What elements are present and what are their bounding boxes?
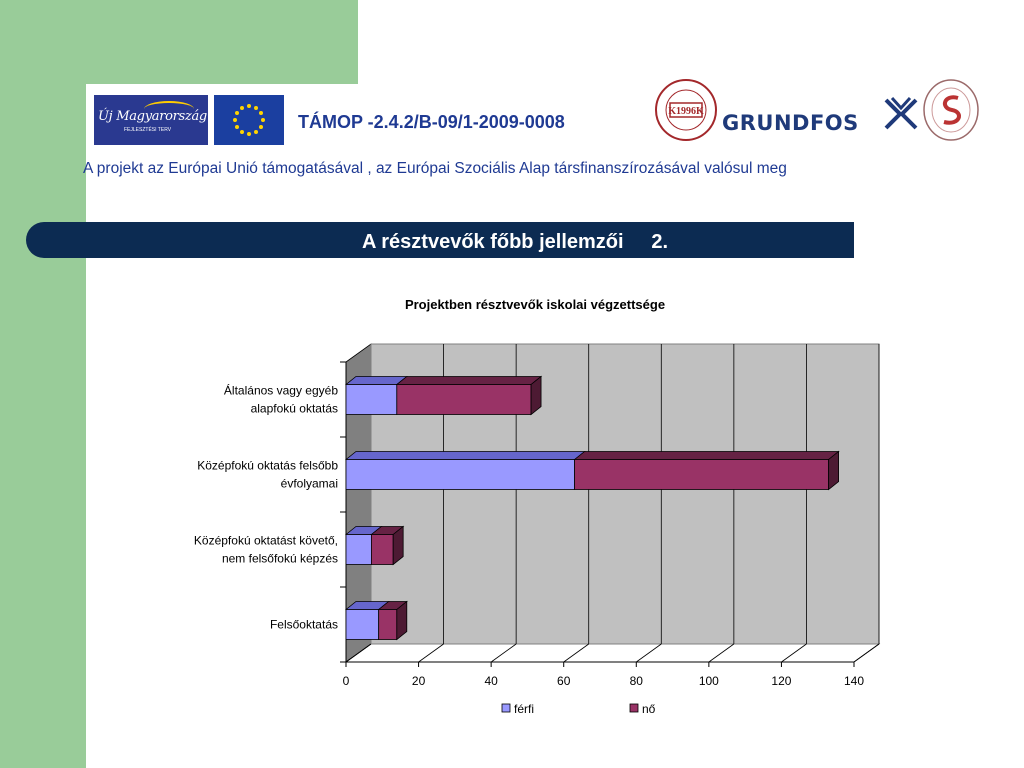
grundfos-x-icon — [884, 96, 918, 130]
bar — [370, 534, 394, 565]
x-tick-label: 120 — [771, 674, 791, 688]
eu-flag-logo — [214, 95, 284, 145]
floor-grid-line — [636, 643, 662, 663]
kamara-seal-logo — [923, 79, 979, 141]
floor-grid-line — [563, 643, 589, 663]
floor-grid-line — [490, 643, 517, 663]
bar-side — [392, 525, 404, 566]
bar-side — [530, 375, 542, 416]
x-tick-label: 100 — [699, 674, 719, 688]
bar-top — [395, 376, 543, 385]
bar — [345, 534, 372, 565]
konzorcium-logo: K1996K — [655, 79, 717, 141]
bar-top — [344, 451, 586, 460]
title-banner — [26, 222, 854, 258]
bar — [396, 384, 532, 415]
legend-label: nő — [642, 702, 656, 716]
x-tick-label: 80 — [630, 674, 644, 688]
green-side-band — [0, 0, 86, 768]
bar — [574, 459, 830, 490]
x-tick-label: 0 — [343, 674, 350, 688]
project-code: TÁMOP -2.4.2/B-09/1-2009-0008 — [298, 112, 565, 132]
legend-swatch — [629, 703, 639, 713]
bar — [378, 609, 398, 640]
chart-floor — [344, 643, 881, 663]
category-label: Felsőoktatás — [270, 618, 338, 632]
floor-grid-line — [418, 643, 444, 663]
bar-top — [573, 451, 840, 460]
category-label: Középfokú oktatást követő, nem felsőfokú … — [194, 534, 338, 566]
logo-arc — [144, 101, 194, 117]
bar — [345, 459, 576, 490]
legend-label: férfi — [514, 702, 534, 716]
logo-subtext: FEJLESZTÉSI TERV — [124, 127, 172, 133]
bar — [345, 609, 380, 640]
bar-side — [828, 450, 839, 491]
uj-magyarorszag-logo: Új Magyarország FEJLESZTÉSI TERV — [94, 95, 208, 145]
chart-back-wall — [370, 343, 880, 645]
grundfos-logo: GRUNDFOS — [722, 111, 859, 135]
chart-title: Projektben résztvevők iskolai végzettség… — [405, 297, 665, 312]
x-tick-label: 20 — [412, 674, 426, 688]
legend-swatch — [501, 703, 511, 713]
floor-grid-line — [853, 643, 880, 663]
floor-grid-line — [345, 643, 372, 663]
floor-grid-line — [708, 643, 735, 663]
x-tick-label: 40 — [484, 674, 498, 688]
svg-text:K1996K: K1996K — [668, 106, 704, 117]
bar — [345, 384, 398, 415]
floor-grid-line — [781, 643, 807, 663]
slide-title: A résztvevők főbb jellemzői 2. — [362, 231, 669, 253]
logo-text: Új Magyarország — [98, 109, 207, 124]
x-tick-label: 60 — [557, 674, 571, 688]
category-label: Középfokú oktatás felsőbb évfolyamai — [197, 459, 338, 491]
x-tick-label: 140 — [844, 674, 864, 688]
funding-subtitle: A projekt az Európai Unió támogatásával … — [83, 160, 787, 177]
education-chart: Projektben résztvevők iskolai végzettség… — [194, 297, 881, 716]
category-label: Általános vagy egyéb alapfokú oktatás — [224, 383, 338, 416]
bar-side — [396, 600, 408, 641]
